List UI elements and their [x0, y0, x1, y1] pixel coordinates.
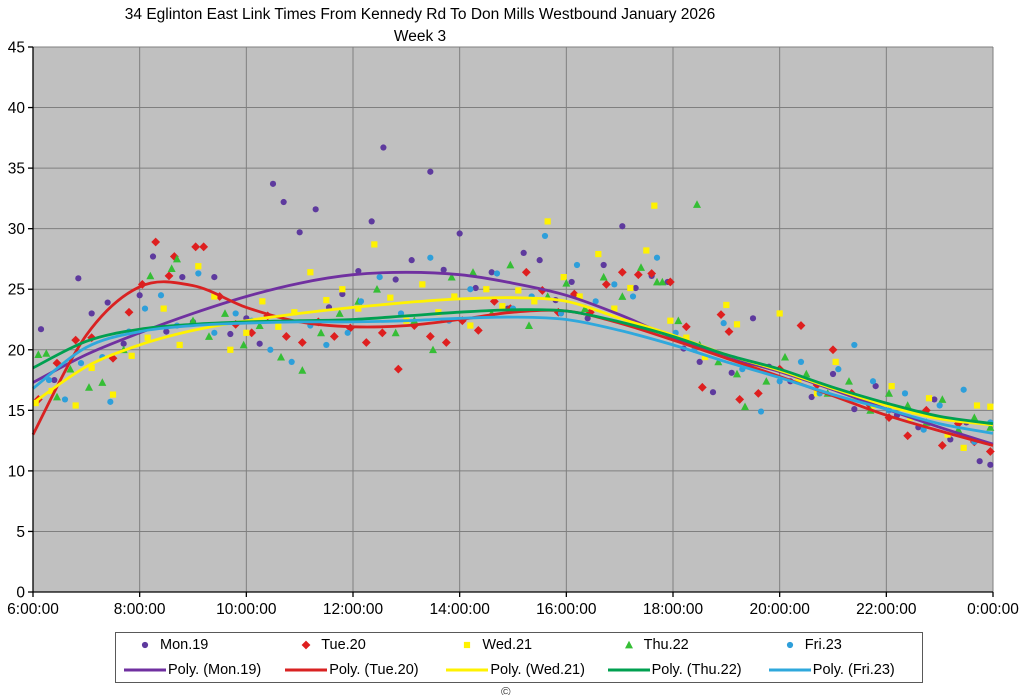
legend-item-thu22: Thu.22	[600, 633, 761, 658]
x-tick-label: 12:00:00	[323, 601, 384, 618]
scatter-series-thu22	[34, 200, 995, 434]
y-tick-label: 20	[8, 342, 26, 359]
x-tick-label: 8:00:00	[114, 601, 166, 618]
x-tick-label: 0:00:00	[967, 601, 1019, 618]
chart-title-line2: Week 3	[393, 28, 447, 45]
legend-label: Tue.20	[321, 637, 366, 654]
legend-item-polyfri23: Poly. (Fri.23)	[761, 658, 922, 683]
y-axis-tick-labels: 0 5 10 15 20 25 30 35 40 45	[8, 40, 26, 602]
x-tick-label: 10:00:00	[216, 601, 277, 618]
legend-item-polythu22: Poly. (Thu.22)	[600, 658, 761, 683]
x-tick-label: 14:00:00	[429, 601, 490, 618]
legend-item-wed21: Wed.21	[438, 633, 599, 658]
legend-label: Fri.23	[804, 637, 842, 654]
chart-title: 34 Eglinton East Link Times From Kennedy…	[0, 5, 840, 46]
y-tick-label: 30	[8, 221, 26, 238]
polyfri23-line-swatch-icon	[768, 668, 811, 672]
x-tick-label: 22:00:00	[856, 601, 917, 618]
y-tick-label: 0	[16, 585, 25, 602]
x-axis-tick-labels: 6:00:00 8:00:00 10:00:00 12:00:00 14:00:00 16…	[7, 601, 1019, 618]
legend-label: Poly. (Wed.21)	[490, 661, 585, 678]
legend-label: Poly. (Thu.22)	[651, 661, 742, 678]
legend-label: Thu.22	[643, 637, 689, 654]
polywed21-line-swatch-icon	[446, 668, 489, 672]
polytue20-line-swatch-icon	[285, 668, 328, 672]
chart-title-line1: 34 Eglinton East Link Times From Kennedy…	[124, 6, 716, 23]
legend-label: Poly. (Tue.20)	[329, 661, 419, 678]
x-tick-label: 16:00:00	[536, 601, 597, 618]
legend-item-polywed21: Poly. (Wed.21)	[438, 658, 599, 683]
tue20-marker-icon	[301, 640, 311, 650]
polythu22-line-swatch-icon	[607, 668, 650, 672]
scatter-series-wed21	[32, 202, 994, 451]
axes	[28, 46, 994, 597]
legend: Mon.19 Tue.20 Wed.21 Thu.22 Fri.23 Poly. (Mon…	[115, 632, 923, 683]
fri23-marker-icon	[786, 642, 793, 649]
legend-label: Mon.19	[160, 637, 209, 654]
legend-item-mon19: Mon.19	[116, 633, 277, 658]
y-tick-label: 45	[8, 40, 25, 57]
y-tick-label: 5	[16, 524, 25, 541]
x-tick-label: 20:00:00	[749, 601, 810, 618]
legend-item-polymon19: Poly. (Mon.19)	[116, 658, 277, 683]
polymon19-line-swatch-icon	[124, 668, 166, 672]
y-tick-label: 10	[8, 463, 26, 480]
legend-label: Poly. (Mon.19)	[168, 661, 262, 678]
x-tick-label: 18:00:00	[643, 601, 704, 618]
legend-item-polytue20: Poly. (Tue.20)	[277, 658, 438, 683]
y-tick-label: 40	[8, 100, 26, 117]
footer-copyright-glyph: ©	[501, 684, 511, 695]
y-tick-label: 25	[8, 282, 25, 299]
wed21-marker-icon	[464, 642, 471, 649]
y-tick-label: 35	[8, 161, 25, 178]
mon19-marker-icon	[141, 642, 149, 649]
thu22-marker-icon	[624, 641, 633, 649]
legend-item-tue20: Tue.20	[277, 633, 438, 658]
y-tick-label: 15	[8, 403, 25, 420]
poly-line-polyfri23	[32, 315, 994, 435]
x-tick-label: 6:00:00	[7, 601, 59, 618]
legend-item-fri23: Fri.23	[761, 633, 922, 658]
legend-label: Wed.21	[482, 637, 533, 654]
legend-label: Poly. (Fri.23)	[812, 661, 895, 678]
